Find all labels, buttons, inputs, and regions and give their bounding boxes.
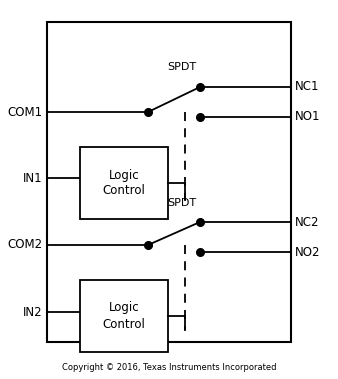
Text: COM2: COM2 bbox=[8, 238, 43, 252]
Text: IN1: IN1 bbox=[23, 172, 43, 185]
Text: NO2: NO2 bbox=[295, 246, 320, 258]
Bar bbox=[80, 147, 168, 219]
Bar bbox=[47, 22, 291, 342]
Text: NC2: NC2 bbox=[295, 216, 319, 229]
Text: Copyright © 2016, Texas Instruments Incorporated: Copyright © 2016, Texas Instruments Inco… bbox=[62, 363, 276, 373]
Text: NC1: NC1 bbox=[295, 80, 319, 94]
Bar bbox=[80, 280, 168, 352]
Text: Logic
Control: Logic Control bbox=[102, 169, 145, 197]
Text: Logic
Control: Logic Control bbox=[102, 302, 145, 330]
Text: SPDT: SPDT bbox=[167, 62, 197, 72]
Text: IN2: IN2 bbox=[23, 305, 43, 318]
Text: NO1: NO1 bbox=[295, 111, 320, 124]
Text: COM1: COM1 bbox=[8, 105, 43, 119]
Text: SPDT: SPDT bbox=[167, 198, 197, 208]
